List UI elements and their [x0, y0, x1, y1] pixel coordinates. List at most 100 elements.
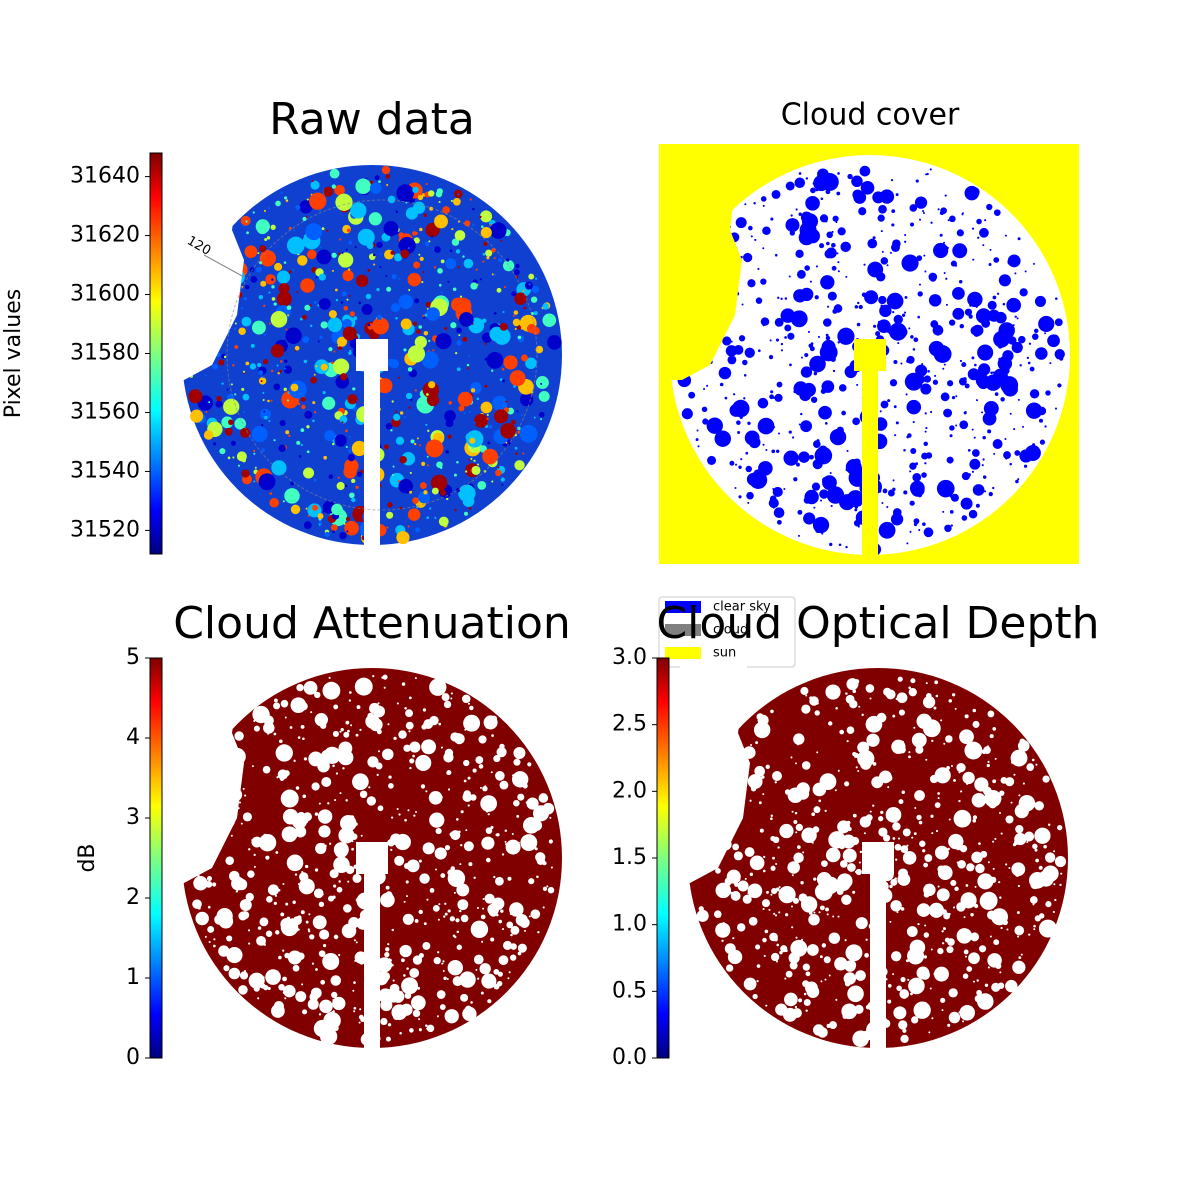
- image-spot: [278, 283, 290, 295]
- image-spot: [302, 737, 305, 741]
- image-spot: [226, 388, 229, 391]
- image-spot: [987, 760, 990, 763]
- image-spot: [401, 682, 406, 686]
- image-spot: [285, 430, 290, 435]
- image-spot: [1049, 362, 1052, 365]
- image-spot: [489, 222, 507, 239]
- image-spot: [274, 262, 283, 271]
- image-spot: [852, 813, 857, 818]
- image-spot: [528, 273, 535, 280]
- image-spot: [791, 436, 795, 439]
- image-spot: [387, 943, 390, 946]
- image-spot: [963, 916, 966, 919]
- image-spot: [864, 953, 869, 958]
- image-spot: [317, 513, 324, 520]
- image-spot: [415, 527, 421, 533]
- image-spot: [987, 966, 990, 969]
- image-spot: [808, 343, 814, 349]
- image-spot: [302, 314, 308, 320]
- image-spot: [845, 275, 848, 278]
- image-spot: [1054, 855, 1067, 868]
- image-spot: [910, 992, 913, 996]
- image-spot: [422, 842, 435, 855]
- image-spot: [788, 430, 792, 434]
- image-spot: [743, 252, 753, 263]
- image-spot: [295, 204, 301, 210]
- image-spot: [451, 227, 454, 231]
- image-spot: [279, 369, 283, 373]
- image-spot: [275, 930, 280, 935]
- image-spot: [766, 890, 769, 894]
- image-spot: [319, 929, 330, 940]
- image-spot: [367, 756, 379, 768]
- image-spot: [232, 364, 235, 367]
- colorbar-tick-label: 31580: [70, 341, 140, 366]
- image-spot: [537, 931, 540, 934]
- image-spot: [916, 966, 930, 980]
- image-spot: [493, 257, 496, 260]
- image-spot: [966, 863, 975, 872]
- image-spot: [306, 249, 317, 260]
- image-spot: [478, 764, 484, 769]
- image-spot: [285, 328, 288, 331]
- image-spot: [464, 511, 468, 516]
- image-spot: [1008, 866, 1011, 870]
- image-spot: [354, 246, 357, 249]
- image-spot: [344, 484, 348, 488]
- image-spot: [228, 967, 241, 980]
- image-spot: [530, 909, 541, 919]
- image-spot: [839, 729, 845, 735]
- image-spot: [444, 1009, 459, 1024]
- image-spot: [771, 449, 776, 454]
- image-spot: [317, 304, 320, 307]
- image-spot: [470, 469, 473, 472]
- image-spot: [385, 988, 401, 1003]
- image-spot: [320, 363, 328, 371]
- image-spot: [296, 440, 301, 445]
- image-spot: [212, 363, 218, 370]
- image-spot: [514, 460, 525, 471]
- image-spot: [472, 768, 477, 773]
- image-spot: [271, 278, 274, 281]
- image-spot: [338, 880, 341, 883]
- image-spot: [897, 676, 903, 682]
- image-spot: [1009, 462, 1012, 466]
- image-mask: [662, 147, 742, 380]
- image-spot: [998, 357, 1002, 361]
- image-spot: [829, 472, 832, 475]
- image-spot: [852, 890, 856, 894]
- image-spot: [950, 765, 953, 768]
- image-spot: [207, 926, 215, 933]
- image-spot: [810, 187, 816, 194]
- image-spot: [890, 513, 904, 526]
- image-spot: [842, 848, 857, 863]
- image-spot: [875, 331, 881, 337]
- image-spot: [389, 959, 392, 962]
- image-spot: [218, 913, 234, 929]
- image-spot: [332, 1010, 335, 1013]
- image-spot: [436, 461, 443, 469]
- image-spot: [408, 288, 411, 292]
- image-spot: [790, 792, 795, 797]
- image-spot: [476, 906, 479, 909]
- image-spot: [360, 834, 363, 837]
- image-spot: [908, 977, 925, 995]
- image-spot: [223, 355, 227, 359]
- image-spot: [988, 262, 992, 266]
- image-spot: [760, 317, 770, 326]
- image-spot: [906, 399, 922, 415]
- image-spot: [971, 851, 983, 864]
- image-spot: [898, 709, 905, 716]
- image-spot: [405, 207, 419, 220]
- image-spot: [501, 928, 505, 931]
- image-spot: [440, 796, 443, 799]
- image-spot: [826, 231, 833, 239]
- image-spot: [756, 713, 764, 721]
- image-spot: [438, 516, 449, 527]
- image-spot: [385, 174, 391, 179]
- image-spot: [1024, 444, 1041, 462]
- image-spot: [332, 764, 335, 768]
- image-spot: [397, 844, 401, 849]
- image-spot: [854, 1004, 864, 1015]
